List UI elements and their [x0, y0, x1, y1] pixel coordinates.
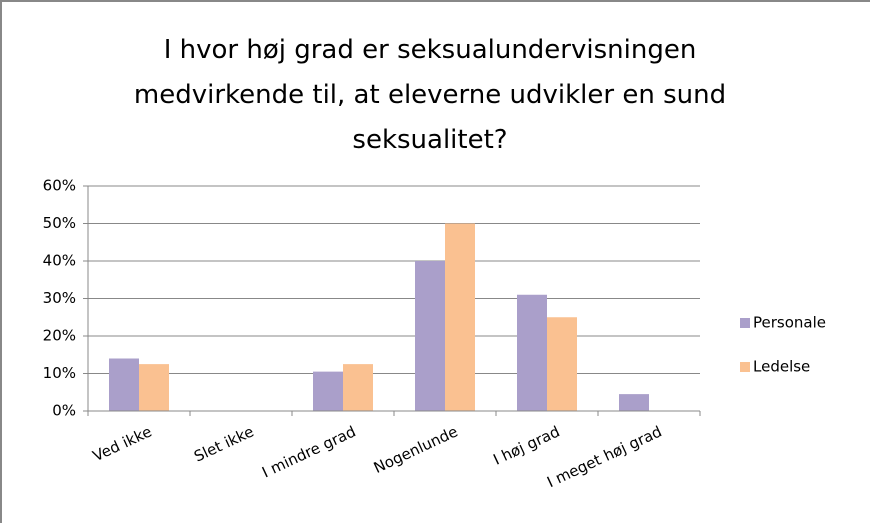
bar: [109, 358, 139, 411]
x-tick-label: Slet ikke: [191, 422, 256, 465]
bar: [547, 317, 577, 411]
y-tick-label: 30%: [43, 289, 76, 307]
bar: [343, 364, 373, 411]
bar: [517, 294, 547, 411]
y-tick-label: 0%: [52, 402, 76, 420]
legend-swatch: [740, 362, 750, 372]
legend-swatch: [740, 318, 750, 328]
bar: [139, 364, 169, 411]
y-tick-label: 20%: [43, 327, 76, 345]
y-tick-label: 60%: [43, 177, 76, 195]
bar: [313, 371, 343, 411]
y-tick-label: 10%: [43, 364, 76, 382]
x-tick-label: Ved ikke: [90, 422, 155, 465]
x-tick-label: Nogenlunde: [371, 422, 461, 477]
y-tick-label: 50%: [43, 214, 76, 232]
y-tick-label: 40%: [43, 252, 76, 270]
legend-label: Personale: [753, 314, 826, 332]
legend-label: Ledelse: [753, 358, 810, 376]
bar: [445, 223, 475, 411]
x-tick-label: I mindre grad: [259, 422, 358, 481]
chart-title: I hvor høj grad er seksualundervisningen…: [133, 35, 727, 155]
bar: [415, 261, 445, 411]
x-tick-label: I meget høj grad: [544, 422, 664, 491]
bar: [619, 394, 649, 411]
x-tick-label: I høj grad: [490, 422, 562, 468]
